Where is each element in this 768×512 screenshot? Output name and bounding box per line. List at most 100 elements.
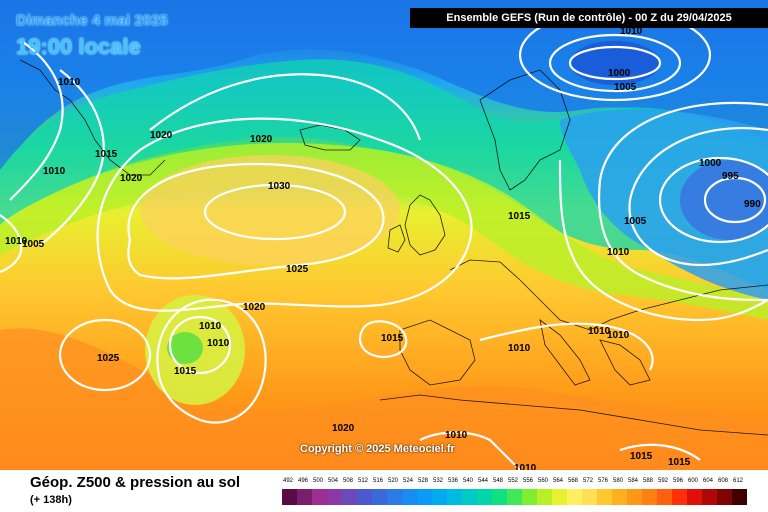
pressure-map: 1010 1010 1015 1020 1020 1020 1010 1005 … [0,0,768,470]
scale-swatch [432,489,447,505]
scale-swatch [702,489,717,505]
scale-label: 532 [433,478,444,484]
scale-swatch [717,489,732,505]
scale-swatch [402,489,417,505]
iso-label: 1010 [5,236,28,247]
isobar-1015-iberia [358,320,408,358]
iso-label: 1000 [699,158,722,169]
iso-label: 1015 [668,457,691,468]
scale-swatch [372,489,387,505]
scale-swatch [492,489,507,505]
iso-label: 1010 [58,77,81,88]
north-low-core [570,41,660,85]
scale-label: 580 [613,478,624,484]
iso-label: 1005 [614,82,637,93]
isobar-1015-east [558,159,768,322]
azores-high-core [140,155,400,265]
scale-swatch [642,489,657,505]
scale-swatch [297,489,312,505]
scale-label: 548 [493,478,504,484]
iso-label: 1010 [43,166,66,177]
cutoff-low-center [167,332,203,364]
scale-swatch [357,489,372,505]
copyright-notice: Copyright © 2025 Meteociel.fr [300,443,455,455]
iso-label: 1010 [588,326,611,337]
color-scale: 492 496 500 504 508 512 516 520 524 528 532 536 540 5… [282,478,752,508]
iso-label: 1000 [608,68,631,79]
iso-label: 1020 [250,134,273,145]
scale-label: 492 [283,478,294,484]
scale-label: 504 [328,478,339,484]
isobar-1020-north [149,73,422,141]
scale-label: 556 [523,478,534,484]
isobar-1015-greenland [39,69,105,246]
scale-label: 608 [718,478,729,484]
scale-swatch [657,489,672,505]
isobar-1005-north [548,33,682,93]
iso-label: 1005 [624,216,647,227]
scale-swatch [672,489,687,505]
run-info-banner: Ensemble GEFS (Run de contrôle) - 00 Z d… [410,8,768,28]
iso-label: 1025 [97,353,120,364]
scale-swatch [417,489,432,505]
scale-swatch [447,489,462,505]
iso-label: 995 [722,171,739,182]
scale-label: 524 [403,478,414,484]
scale-swatch [567,489,582,505]
scale-label: 568 [568,478,579,484]
isobar-1010-east [598,101,768,302]
forecast-local-time: 19:00 locale [16,34,141,59]
scale-label: 592 [658,478,669,484]
iso-label: 1010 [620,26,643,37]
zone-eastern-low [560,109,768,300]
isobar-1010-cutoff [168,315,232,375]
scale-label: 536 [448,478,459,484]
scale-swatch [327,489,342,505]
zone-blue-north [0,0,768,170]
scale-swatch [312,489,327,505]
iso-label: 1010 [607,247,630,258]
iso-label: 1025 [286,264,309,275]
iso-label: 1015 [174,366,197,377]
iso-label: 1020 [150,130,173,141]
iso-label: 1015 [630,451,653,462]
scale-label: 584 [628,478,639,484]
scale-swatch [342,489,357,505]
isobar-1025-azores [127,162,385,280]
isobar-1015-south [619,443,701,461]
scale-label: 540 [463,478,474,484]
scale-label: 544 [478,478,489,484]
scale-label: 560 [538,478,549,484]
isobar-1025-west [58,318,152,392]
scale-label: 612 [733,478,744,484]
isobar-1000-north [568,45,662,81]
iso-label: 1020 [243,302,266,313]
scale-label: 588 [643,478,654,484]
scale-label: 572 [583,478,594,484]
scale-swatch [537,489,552,505]
iso-label: 1020 [120,173,143,184]
scale-swatch [387,489,402,505]
isobar-1005-east [628,127,768,267]
scale-swatch [687,489,702,505]
iso-label: 1010 [607,330,630,341]
iso-label: 1010 [207,338,230,349]
isobar-1010-italy [479,322,654,371]
iso-label: 1015 [508,211,531,222]
isobar-1010-greenland [9,39,64,201]
scale-swatch [507,489,522,505]
scale-swatch [612,489,627,505]
isobar-1005-west [0,214,23,274]
iso-label: 1020 [332,423,355,434]
coastlines [19,59,768,436]
scale-label: 496 [298,478,309,484]
iso-label: 1030 [268,181,291,192]
iso-label: 1010 [508,343,531,354]
iso-label: 1005 [22,239,45,250]
scale-label: 600 [688,478,699,484]
scale-swatch [522,489,537,505]
scale-swatch [552,489,567,505]
map-title: Géop. Z500 & pression au sol [30,474,241,491]
scale-label: 576 [598,478,609,484]
